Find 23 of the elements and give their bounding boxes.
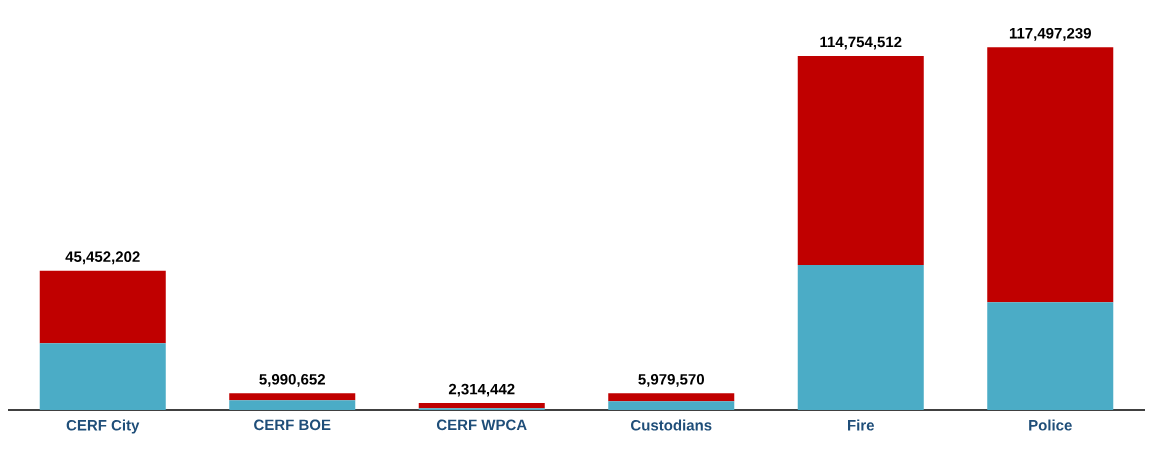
bar xyxy=(987,47,1114,303)
annotation: 117,497,239 xyxy=(1009,27,1091,41)
x-tick-label: Police xyxy=(1029,419,1072,431)
x-tick-label: CERF City xyxy=(66,419,140,434)
x-tick-label: CERF BOE xyxy=(254,419,331,431)
bar xyxy=(39,270,166,344)
bar xyxy=(39,343,166,410)
annotation: 5,979,570 xyxy=(638,373,704,387)
bar xyxy=(229,393,356,401)
bar xyxy=(987,302,1114,410)
annotation: 5,990,652 xyxy=(259,373,325,387)
x-tick-label: CERF WPCA xyxy=(436,419,527,431)
bar xyxy=(229,400,356,410)
bar xyxy=(418,403,545,409)
x-tick-label: Fire xyxy=(848,419,874,431)
annotation: 45,452,202 xyxy=(65,251,140,265)
annotation: 114,754,512 xyxy=(820,36,902,50)
bar xyxy=(797,264,924,410)
bar xyxy=(608,393,735,402)
annotation: 2,314,442 xyxy=(448,383,515,397)
bar xyxy=(797,55,924,265)
x-tick-label: Custodians xyxy=(631,419,712,431)
bar xyxy=(608,401,735,410)
